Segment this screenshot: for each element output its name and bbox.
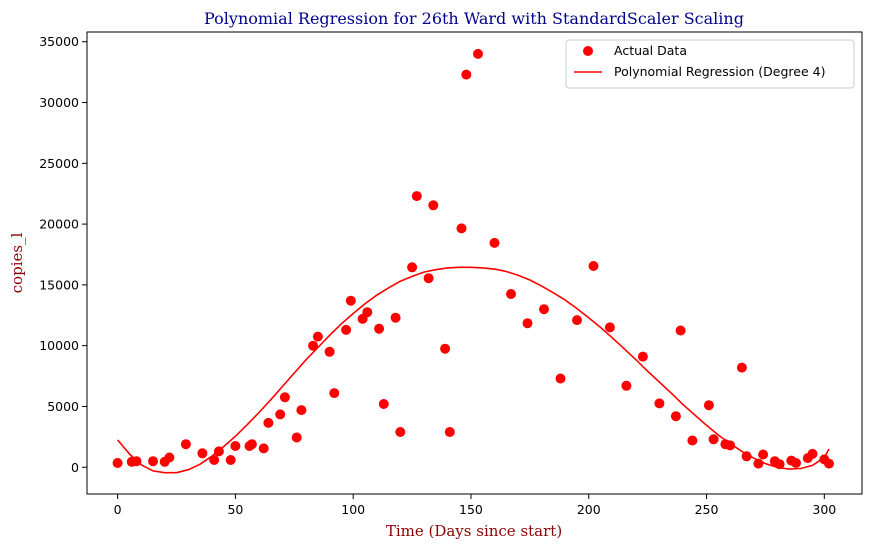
regression-line-layer <box>116 266 830 474</box>
plot-frame <box>86 31 863 495</box>
data-point <box>539 304 549 315</box>
data-point <box>428 200 439 211</box>
data-point <box>736 362 747 373</box>
y-tick-label: 35000 <box>39 34 79 49</box>
data-point <box>341 324 352 335</box>
data-point <box>473 48 483 59</box>
data-point <box>555 373 566 384</box>
data-point <box>741 451 752 462</box>
data-point <box>758 449 769 460</box>
data-point <box>362 307 373 318</box>
legend-marker-actual-data <box>583 46 593 56</box>
data-point <box>637 351 648 362</box>
scatter-points-layer <box>112 48 834 470</box>
x-tick-label: 100 <box>341 502 365 517</box>
data-point <box>675 325 686 336</box>
data-point <box>654 398 665 409</box>
data-point <box>291 432 302 443</box>
data-point <box>506 289 516 299</box>
legend-label-actual-data: Actual Data <box>614 43 687 58</box>
data-point <box>296 405 307 416</box>
data-point <box>753 458 764 469</box>
data-point <box>374 323 385 334</box>
data-point <box>164 452 175 463</box>
legend-box <box>565 39 855 89</box>
data-point <box>209 455 220 465</box>
data-point <box>411 191 422 202</box>
data-point <box>489 237 500 248</box>
x-tick-label: 50 <box>227 502 243 517</box>
data-point <box>725 440 736 451</box>
data-point <box>407 262 418 273</box>
legend-label-regression-line: Polynomial Regression (Degree 4) <box>614 64 825 79</box>
x-tick-label: 150 <box>459 502 483 517</box>
data-point <box>230 441 241 451</box>
data-point <box>197 448 208 459</box>
y-axis: 0 5000 10000 15000 20000 25000 30000 35000 <box>39 34 87 475</box>
data-point <box>461 69 472 80</box>
y-axis-label: copies_l <box>8 232 26 293</box>
data-point <box>522 318 533 329</box>
y-tick-label: 0 <box>71 460 79 475</box>
data-point <box>213 446 224 457</box>
y-tick-label: 5000 <box>47 399 79 414</box>
data-point <box>308 340 319 351</box>
data-point <box>312 331 323 342</box>
data-point <box>708 434 719 445</box>
data-point <box>791 458 801 468</box>
data-point <box>148 456 158 467</box>
data-point <box>324 346 335 357</box>
x-tick-label: 200 <box>577 502 601 517</box>
data-point <box>687 435 698 446</box>
x-axis-label: Time (Days since start) <box>386 522 562 540</box>
data-point <box>670 411 681 422</box>
y-tick-label: 15000 <box>39 277 79 292</box>
chart-title: Polynomial Regression for 26th Ward with… <box>204 9 744 28</box>
data-point <box>703 400 714 411</box>
data-point <box>279 392 290 403</box>
data-point <box>246 439 257 450</box>
y-tick-label: 30000 <box>39 95 79 110</box>
data-point <box>112 458 123 468</box>
data-point <box>275 409 286 420</box>
data-point <box>378 399 389 409</box>
data-point <box>345 295 356 306</box>
x-tick-label: 250 <box>695 502 719 517</box>
plot-area <box>86 31 863 495</box>
legend: Actual Data Polynomial Regression (Degre… <box>565 39 855 89</box>
y-tick-label: 25000 <box>39 156 79 171</box>
data-point <box>329 388 340 399</box>
x-axis: 0 50 100 150 200 250 300 <box>114 494 836 517</box>
data-point <box>774 459 785 470</box>
data-point <box>456 223 467 234</box>
x-tick-label: 300 <box>812 502 836 517</box>
data-point <box>444 427 455 437</box>
data-point <box>390 312 401 323</box>
data-point <box>180 439 191 450</box>
data-point <box>225 455 236 465</box>
data-point <box>604 322 615 333</box>
data-point <box>588 261 599 271</box>
data-point <box>572 315 582 326</box>
data-point <box>440 343 451 354</box>
y-tick-label: 10000 <box>39 338 79 353</box>
data-point <box>807 448 818 459</box>
data-point <box>131 456 142 467</box>
data-point <box>258 443 269 454</box>
x-tick-label: 0 <box>114 502 122 517</box>
data-point <box>621 380 632 391</box>
regression-line <box>116 266 830 474</box>
data-point <box>395 427 406 437</box>
data-point <box>824 458 834 469</box>
data-point <box>263 417 274 428</box>
data-point <box>423 273 434 284</box>
y-tick-label: 20000 <box>39 217 79 232</box>
